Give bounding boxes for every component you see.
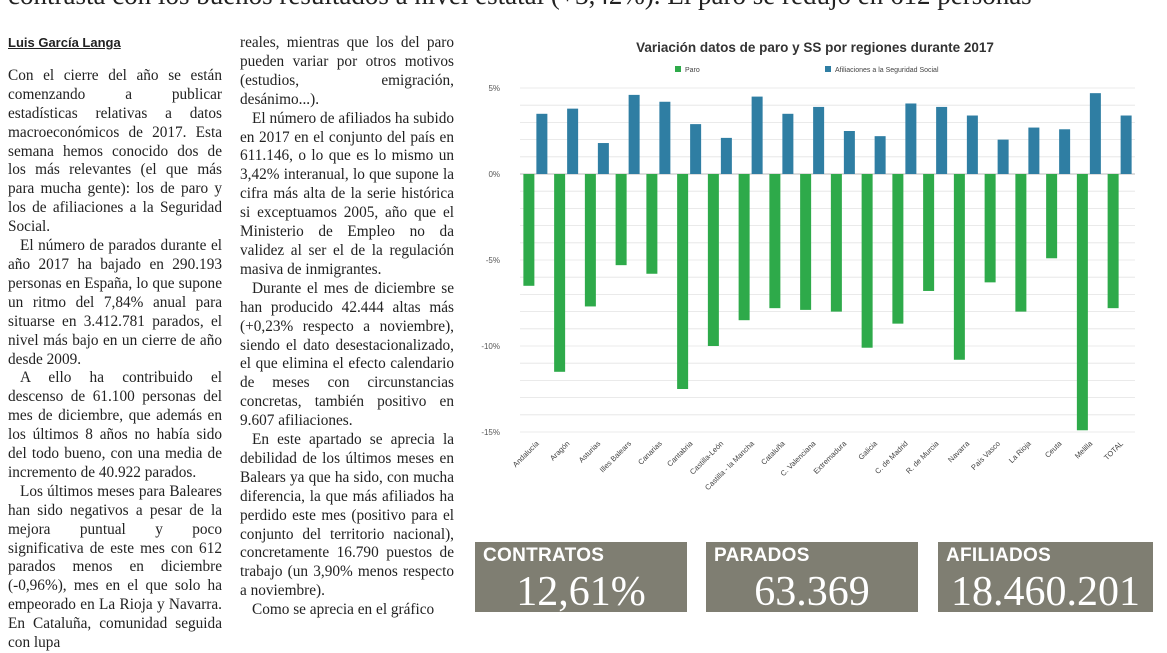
bar-afiliaciones [720,137,732,174]
bar-paro [1076,174,1088,431]
y-tick-label: 5% [488,84,500,93]
byline: Luis García Langa [8,35,121,50]
bar-paro [554,174,566,372]
x-tick-label: Navarra [946,438,972,464]
bar-paro [984,174,996,283]
article-column-1: Luis García Langa Con el cierre del año … [8,34,222,653]
paragraph: Durante el mes de diciembre se han produ… [240,279,454,430]
bar-afiliaciones [567,108,579,174]
y-tick-label: -15% [481,428,500,437]
bar-afiliaciones [843,131,855,174]
bar-paro [923,174,935,291]
paragraph: Los últimos meses para Baleares han sido… [8,482,222,652]
bar-afiliaciones [690,124,702,174]
bar-paro [800,174,812,310]
x-tick-label: Andalucía [511,438,542,469]
y-tick-label: -10% [481,342,500,351]
paragraph: En este apartado se aprecia la debilidad… [240,431,454,600]
stat-label: AFILIADOS [946,545,1052,566]
bar-afiliaciones [813,106,825,174]
stat-value: 18.460.201 [951,569,1140,612]
stat-box-contratos: CONTRATOS 12,61% [475,542,687,612]
bar-paro [1015,174,1027,312]
paragraph: Con el cierre del año se están comenzand… [8,66,222,236]
x-tick-label: Cantabria [665,438,695,468]
bar-afiliaciones [1120,115,1132,174]
bar-afiliaciones [597,143,609,174]
bar-afiliaciones [936,106,948,174]
bar-afiliaciones [905,103,917,174]
stat-label: CONTRATOS [483,545,605,566]
x-tick-label: Extremadura [812,438,849,475]
bar-paro [707,174,719,346]
bar-afiliaciones [1059,129,1071,174]
x-tick-label: Ceuta [1043,438,1064,459]
legend-label: Paro [685,67,700,74]
bar-paro [861,174,873,348]
paragraph: A ello ha contribuido el descenso de 61.… [8,369,222,481]
stat-box-parados: PARADOS 63.369 [706,542,918,612]
x-tick-label: Asturias [577,439,603,465]
stat-value: 63.369 [754,569,870,612]
paragraph: reales, mientras que los del paro pueden… [240,34,454,108]
bar-afiliaciones [659,101,671,174]
legend-swatch [675,66,681,72]
legend-swatch [825,66,831,72]
bar-paro [646,174,658,274]
x-tick-label: Melilla [1073,438,1095,460]
bar-paro [892,174,904,324]
bar-afiliaciones [966,115,978,174]
bar-afiliaciones [997,139,1009,174]
bar-afiliaciones [628,94,640,174]
bar-paro [615,174,627,266]
paragraph: El número de parados durante el año 2017… [8,237,222,368]
bar-paro [953,174,965,360]
bar-paro [1046,174,1058,259]
stat-value: 12,61% [516,569,646,612]
x-tick-label: TOTAL [1102,439,1125,462]
bar-paro [584,174,596,307]
x-tick-label: País Vasco [969,439,1002,472]
bar-afiliaciones [751,96,763,174]
regional-variation-chart: Variación datos de paro y SS por regione… [481,40,1135,492]
bar-afiliaciones [1089,93,1101,174]
bar-paro [830,174,842,312]
bar-afiliaciones [1028,127,1040,174]
x-tick-label: Cataluña [759,438,787,466]
x-tick-label: Illes Balears [598,439,633,474]
bar-paro [523,174,535,286]
bar-afiliaciones [536,113,548,174]
bar-paro [677,174,689,389]
paragraph: Como se aprecia en el gráfico [252,601,435,619]
y-tick-label: -5% [486,256,500,265]
x-tick-label: R. de Murcia [904,438,941,475]
chart-title: Variación datos de paro y SS por regione… [636,40,994,55]
stat-label: PARADOS [714,545,810,566]
x-tick-label: La Rioja [1007,438,1033,464]
x-tick-label: Aragón [548,439,571,462]
x-tick-label: Galicia [856,438,879,461]
chart-legend: Paro Afiliaciones a la Seguridad Social [675,66,939,74]
headline: contrasta con los buenos resultados a ni… [8,0,1158,12]
stat-box-afiliados: AFILIADOS 18.460.201 [938,542,1153,612]
bar-paro [1107,174,1119,309]
x-tick-label: Canarias [636,439,664,467]
bar-paro [738,174,750,321]
article-column-2: reales, mientras que los del paro pueden… [240,34,454,620]
paragraph: El número de afiliados ha subido en 2017… [240,109,454,278]
y-tick-label: 0% [488,170,500,179]
legend-label: Afiliaciones a la Seguridad Social [835,67,939,74]
bar-afiliaciones [874,136,886,174]
bar-paro [769,174,781,309]
bar-afiliaciones [782,113,794,174]
